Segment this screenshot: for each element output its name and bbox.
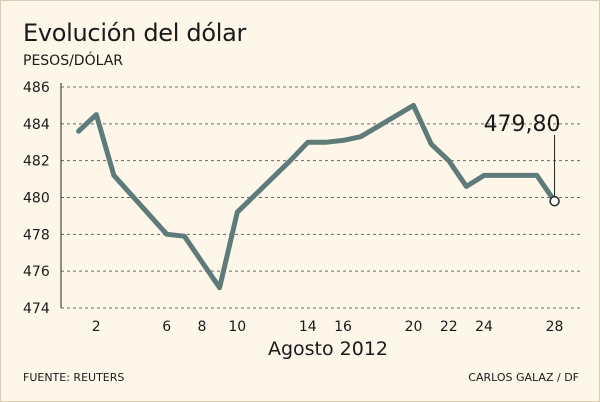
y-tick-label-474: 474 <box>23 301 50 317</box>
credit-note: CARLOS GALAZ / DF <box>468 371 579 384</box>
x-tick-label-14: 14 <box>299 319 317 335</box>
x-tick-label-22: 22 <box>440 319 458 335</box>
series-line <box>76 102 558 291</box>
x-tick-label-24: 24 <box>475 319 493 335</box>
x-axis-label: Agosto 2012 <box>268 338 388 360</box>
x-tick-label-6: 6 <box>162 319 171 335</box>
x-tick-label-16: 16 <box>334 319 352 335</box>
y-tick-label-476: 476 <box>23 264 50 280</box>
source-note: FUENTE: REUTERS <box>23 371 125 384</box>
chart-title: Evolución del dólar <box>23 19 247 47</box>
x-tick-label-2: 2 <box>92 319 101 335</box>
last-value-marker <box>549 195 560 207</box>
y-tick-label-486: 486 <box>23 80 50 96</box>
y-tick-label-480: 480 <box>23 191 50 207</box>
y-tick-label-484: 484 <box>23 117 50 133</box>
y-tick-label-478: 478 <box>23 227 50 243</box>
y-axis-unit-label: PESOS/DÓLAR <box>23 53 124 69</box>
line-chart: 474 476 478 480 482 484 486 2 6 8 10 14 16 20 22 24 28 Ag… <box>23 80 581 360</box>
x-tick-label-8: 8 <box>198 319 207 335</box>
x-tick-label-28: 28 <box>546 319 564 335</box>
x-tick-label-20: 20 <box>405 319 423 335</box>
x-tick-label-10: 10 <box>228 319 246 335</box>
y-tick-label-482: 482 <box>23 154 50 170</box>
annotation-value-label: 479,80 <box>484 112 561 137</box>
